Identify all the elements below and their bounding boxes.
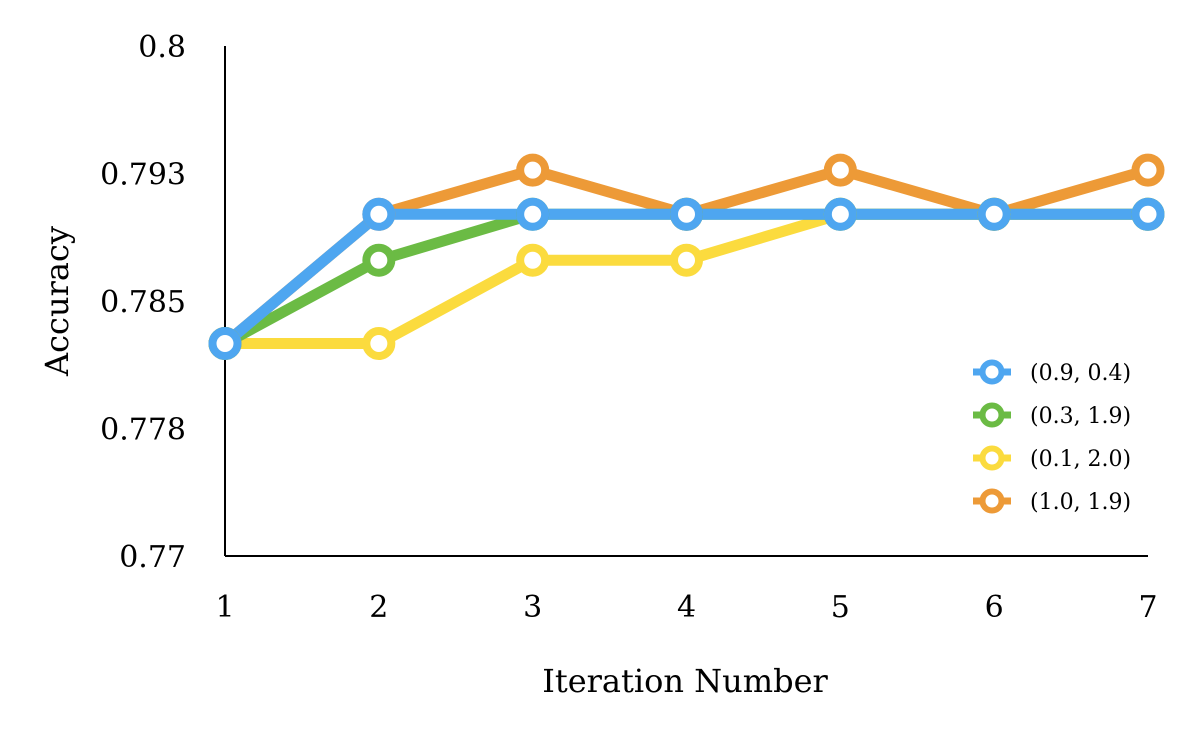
data-point — [362, 327, 396, 360]
x-tick-labels: 1 2 3 4 5 6 7 — [215, 590, 1157, 625]
y-tick-label: 0.778 — [100, 413, 186, 448]
legend-marker — [979, 488, 1005, 514]
legend-label: (0.1, 2.0) — [1030, 447, 1131, 472]
data-point — [823, 197, 857, 231]
legend-marker — [979, 445, 1005, 471]
data-point — [362, 243, 396, 277]
y-tick-label: 0.8 — [138, 30, 186, 65]
legend-marker — [979, 402, 1005, 428]
y-tick-labels: 0.77 0.778 0.785 0.793 0.8 — [100, 30, 186, 575]
y-tick-label: 0.77 — [119, 540, 186, 575]
y-tick-label: 0.793 — [100, 158, 186, 193]
legend-marker — [979, 359, 1005, 385]
data-point — [1131, 197, 1165, 231]
series-markers — [208, 153, 1165, 360]
data-point — [516, 197, 550, 231]
x-tick-label: 6 — [985, 590, 1004, 625]
data-point — [362, 197, 396, 231]
x-tick-label: 5 — [831, 590, 850, 625]
y-tick-label: 0.785 — [100, 285, 186, 320]
data-point — [977, 197, 1011, 231]
legend-label: (0.3, 1.9) — [1030, 404, 1131, 429]
series-line — [219, 208, 1154, 349]
x-tick-label: 4 — [677, 590, 696, 625]
x-tick-label: 2 — [369, 590, 388, 625]
data-point — [823, 153, 857, 187]
data-point — [516, 243, 550, 277]
x-axis-title: Iteration Number — [542, 662, 828, 700]
data-point — [670, 243, 703, 277]
x-tick-label: 3 — [523, 590, 542, 625]
axes — [224, 46, 1148, 557]
legend-label: (1.0, 1.9) — [1030, 490, 1131, 515]
x-tick-label: 7 — [1138, 590, 1157, 625]
data-point — [1131, 153, 1165, 187]
legend-label: (0.9, 0.4) — [1030, 361, 1131, 386]
x-tick-label: 1 — [215, 590, 234, 625]
legend: (0.9, 0.4) (0.3, 1.9) (0.1, 2.0) (1.0, 1.9) — [973, 359, 1131, 515]
data-point — [208, 327, 242, 360]
data-point — [670, 197, 703, 231]
data-point — [516, 153, 550, 187]
y-axis-title: Accuracy — [38, 226, 76, 377]
